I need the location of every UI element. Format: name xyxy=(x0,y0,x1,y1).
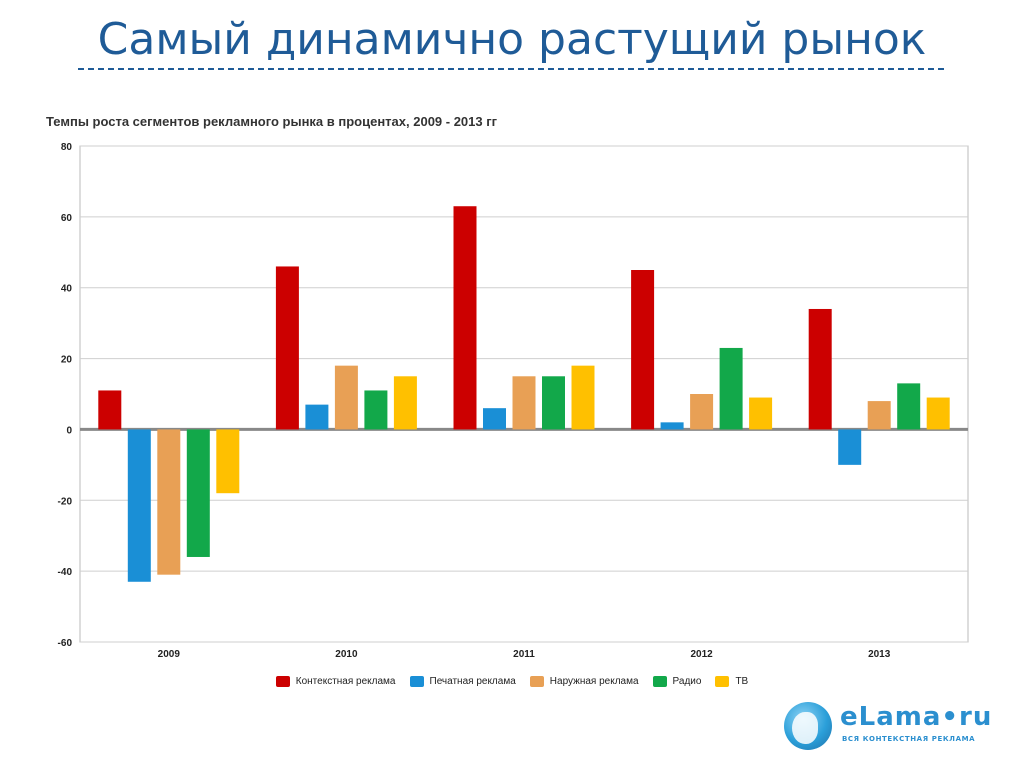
logo-head-icon xyxy=(784,702,832,750)
title-underline xyxy=(78,68,944,70)
chart-legend: Контекстная реклама Печатная реклама Наруж… xyxy=(0,676,1024,687)
bar xyxy=(749,397,773,430)
y-tick-label: 40 xyxy=(61,284,73,295)
logo-tagline: ВСЯ КОНТЕКСТНАЯ РЕКЛАМА xyxy=(842,735,976,743)
x-tick-label: 2011 xyxy=(513,649,535,660)
legend-swatch xyxy=(652,676,667,687)
bar xyxy=(719,347,743,430)
bar xyxy=(660,422,684,430)
x-tick-label: 2010 xyxy=(335,649,358,660)
slide-title: Самый динамично растущий рынок xyxy=(97,14,927,65)
chart-title: Темпы роста сегментов рекламного рынка в… xyxy=(46,114,498,129)
bar xyxy=(305,404,329,430)
bar xyxy=(275,266,299,430)
y-tick-label: 60 xyxy=(61,213,73,224)
legend-swatch xyxy=(409,676,424,687)
y-tick-label: 20 xyxy=(61,355,73,366)
bar xyxy=(186,429,210,557)
bar xyxy=(334,365,358,430)
bar xyxy=(867,401,891,430)
y-tick-label: 80 xyxy=(61,142,73,153)
legend-swatch xyxy=(715,676,730,687)
legend-swatch xyxy=(275,676,290,687)
bar xyxy=(393,376,417,430)
bar xyxy=(897,383,921,430)
legend-label: Наружная реклама xyxy=(549,676,639,687)
bar xyxy=(216,429,240,494)
legend-label: Печатная реклама xyxy=(429,676,516,687)
bar xyxy=(571,365,595,430)
bar xyxy=(690,394,714,430)
legend-label: Контекстная реклама xyxy=(295,676,396,687)
bar xyxy=(631,270,655,430)
y-tick-label: -60 xyxy=(58,638,73,649)
logo-wordmark: eLama•ru xyxy=(840,702,993,732)
bar xyxy=(512,376,536,430)
bar xyxy=(808,308,832,430)
bar xyxy=(453,206,477,430)
x-tick-label: 2012 xyxy=(690,649,713,660)
y-tick-label: -40 xyxy=(58,567,73,578)
y-tick-label: -20 xyxy=(58,496,73,507)
legend-entry: ТВ xyxy=(715,676,748,687)
legend-entry: Радио xyxy=(652,676,702,687)
x-tick-label: 2013 xyxy=(868,649,891,660)
legend-swatch xyxy=(529,676,544,687)
elama-logo: eLama•ru ВСЯ КОНТЕКСТНАЯ РЕКЛАМА xyxy=(784,700,991,752)
legend-entry: Печатная реклама xyxy=(409,676,516,687)
x-tick-label: 2009 xyxy=(158,649,181,660)
bar xyxy=(838,429,862,465)
legend-entry: Наружная реклама xyxy=(529,676,639,687)
bar xyxy=(127,429,151,582)
bar xyxy=(98,390,122,430)
bar xyxy=(542,376,565,430)
y-tick-label: 0 xyxy=(66,425,72,436)
legend-label: Радио xyxy=(672,676,702,687)
legend-label: ТВ xyxy=(735,676,749,687)
bar xyxy=(364,390,388,430)
legend-entry: Контекстная реклама xyxy=(275,676,396,687)
bar xyxy=(483,408,506,430)
bar xyxy=(157,429,181,575)
bar xyxy=(926,397,950,430)
